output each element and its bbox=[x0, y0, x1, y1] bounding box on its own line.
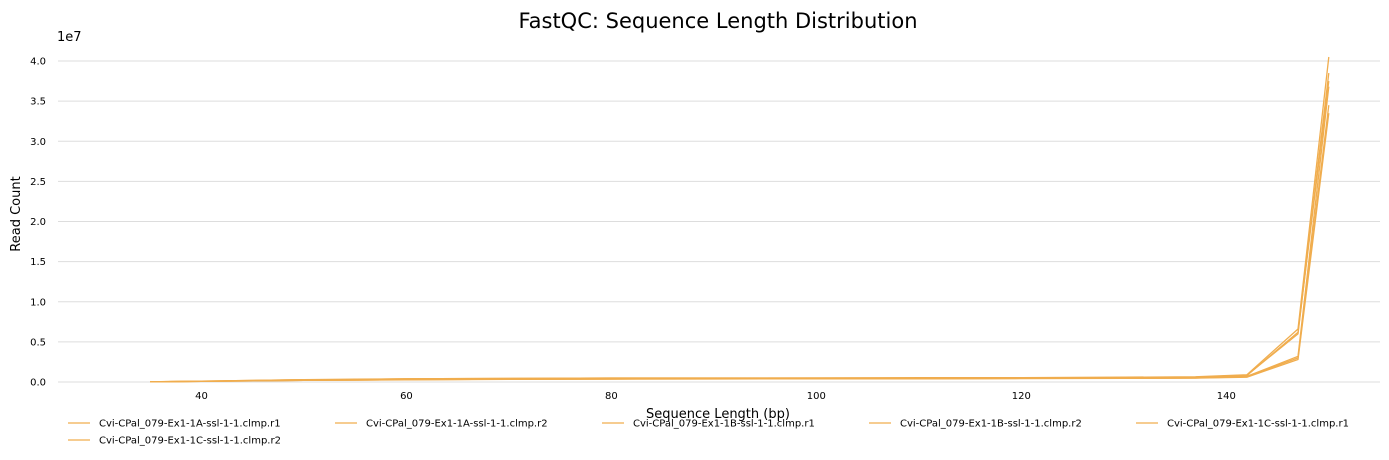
y-tick-label: 0.5 bbox=[30, 337, 46, 348]
x-axis-label: Sequence Length (bp) bbox=[646, 407, 790, 422]
grid bbox=[58, 60, 1380, 383]
legend-label: Cvi-CPal_079-Ex1-1C-ssl-1-1.clmp.r1 bbox=[1167, 419, 1349, 430]
x-tick-label: 120 bbox=[1012, 391, 1031, 402]
legend-label: Cvi-CPal_079-Ex1-1C-ssl-1-1.clmp.r2 bbox=[99, 436, 281, 447]
series-line bbox=[150, 105, 1330, 383]
y-tick-label: 3.0 bbox=[30, 137, 46, 148]
chart-title: FastQC: Sequence Length Distribution bbox=[518, 9, 917, 33]
series-line bbox=[150, 56, 1330, 383]
legend-label: Cvi-CPal_079-Ex1-1A-ssl-1-1.clmp.r1 bbox=[99, 419, 281, 430]
x-tick-label: 140 bbox=[1217, 391, 1236, 402]
y-tick-label: 2.5 bbox=[30, 177, 46, 188]
y-tick-label: 3.5 bbox=[30, 97, 46, 108]
legend-label: Cvi-CPal_079-Ex1-1B-ssl-1-1.clmp.r2 bbox=[900, 419, 1082, 430]
y-axis-label: Read Count bbox=[9, 176, 24, 251]
y-axis: 0.0 0.5 1.0 1.5 2.0 2.5 3.0 3.5 4.0 bbox=[30, 57, 46, 389]
series-lines bbox=[150, 56, 1330, 383]
legend: Cvi-CPal_079-Ex1-1A-ssl-1-1.clmp.r1 Cvi-C… bbox=[68, 419, 1349, 447]
y-tick-label: 1.0 bbox=[30, 297, 46, 308]
series-line bbox=[150, 81, 1330, 383]
y-tick-label: 4.0 bbox=[30, 57, 46, 68]
x-tick-label: 80 bbox=[605, 391, 618, 402]
x-tick-label: 100 bbox=[807, 391, 826, 402]
legend-label: Cvi-CPal_079-Ex1-1A-ssl-1-1.clmp.r2 bbox=[366, 419, 548, 430]
y-offset-label: 1e7 bbox=[57, 30, 82, 45]
x-tick-label: 40 bbox=[195, 391, 208, 402]
y-tick-label: 1.5 bbox=[30, 257, 46, 268]
y-tick-label: 0.0 bbox=[30, 378, 46, 389]
series-line bbox=[150, 86, 1330, 383]
x-tick-label: 60 bbox=[400, 391, 413, 402]
x-axis: 40 60 80 100 120 140 bbox=[195, 391, 1236, 402]
y-tick-label: 2.0 bbox=[30, 217, 46, 228]
series-line bbox=[150, 73, 1330, 383]
series-line bbox=[150, 113, 1330, 383]
legend-label: Cvi-CPal_079-Ex1-1B-ssl-1-1.clmp.r1 bbox=[633, 419, 815, 430]
